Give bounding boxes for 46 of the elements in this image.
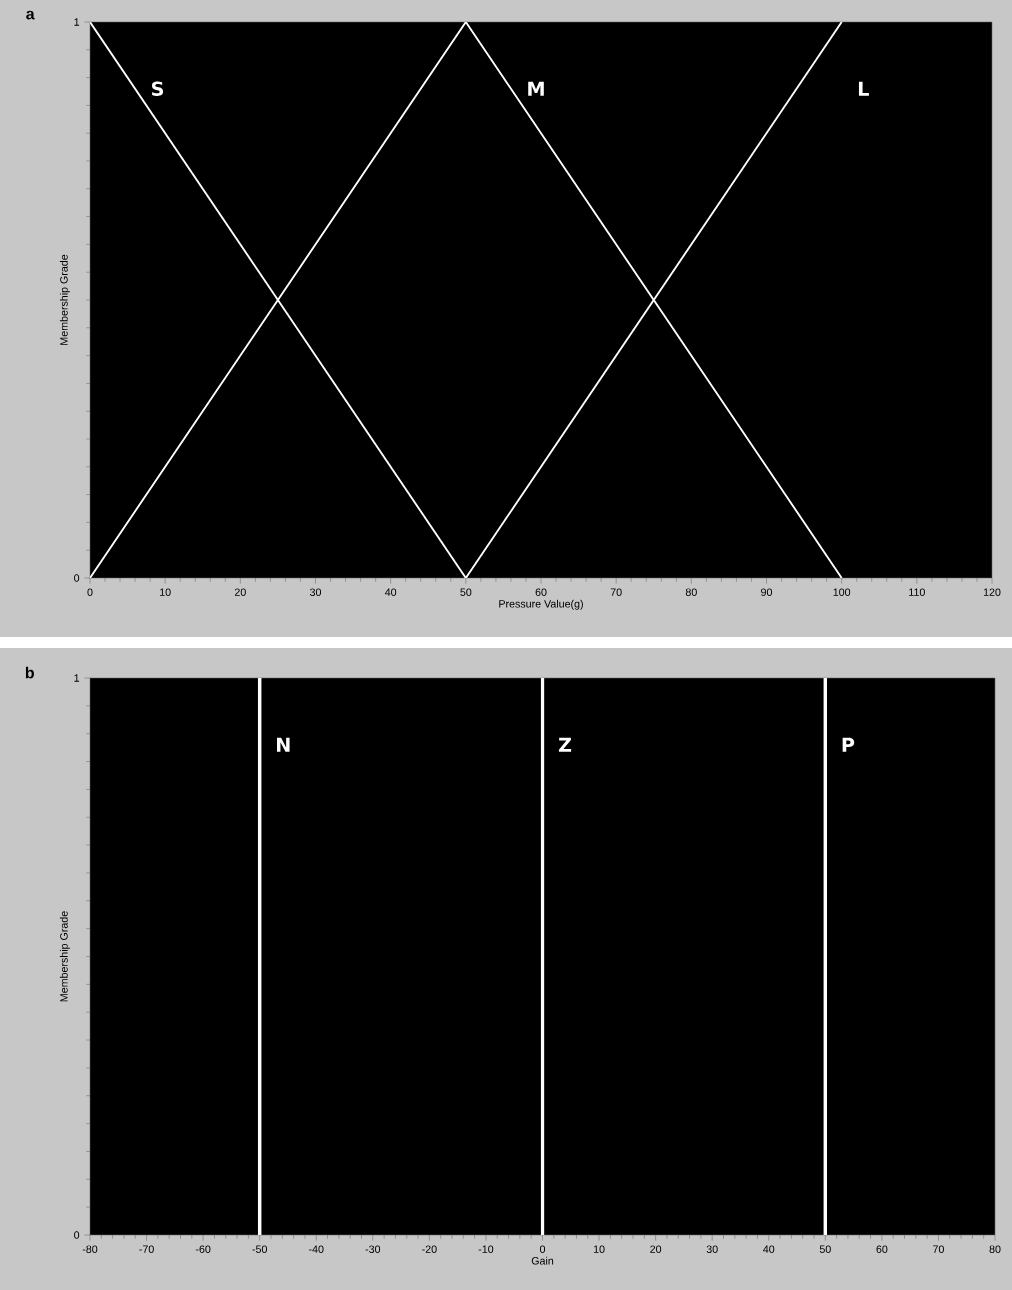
x-tick-label: 40 xyxy=(384,588,397,596)
y-tick-label: 1 xyxy=(74,18,80,26)
chart-title: a xyxy=(26,10,35,20)
x-tick-label: -10 xyxy=(478,1245,494,1253)
series-label: M xyxy=(528,81,544,96)
x-axis-title: Pressure Value(g) xyxy=(499,599,583,610)
x-tick-label: 50 xyxy=(460,588,472,596)
ref-line-label: P xyxy=(842,737,855,752)
ref-line-label: Z xyxy=(558,737,572,752)
x-tick-label: -50 xyxy=(252,1245,267,1253)
x-tick-label: -20 xyxy=(422,1245,437,1253)
x-tick-label: 90 xyxy=(761,588,773,596)
y-axis-title: Membership Grade xyxy=(59,254,70,345)
x-tick-label: 20 xyxy=(234,588,246,596)
x-tick-label: 0 xyxy=(87,588,93,596)
y-tick-label: 0 xyxy=(74,1231,80,1239)
chart-title: b xyxy=(25,666,34,679)
text: L xyxy=(858,81,869,96)
y-tick-label: 1 xyxy=(74,674,80,682)
y-tick-label: 0 xyxy=(74,574,80,582)
x-tick-label: -70 xyxy=(139,1245,154,1253)
ref-line-label: N xyxy=(277,737,290,752)
x-tick-label: 70 xyxy=(610,588,622,596)
x-tick-label: 80 xyxy=(685,588,697,596)
x-tick-label: 30 xyxy=(706,1245,718,1253)
x-tick-label: 50 xyxy=(819,1245,831,1253)
x-tick-label: -40 xyxy=(309,1245,324,1253)
x-tick-label: 10 xyxy=(160,588,171,596)
y-axis-title: Membership Grade xyxy=(59,911,70,1002)
series-label: S xyxy=(152,81,164,96)
x-tick-label: 60 xyxy=(876,1245,888,1253)
x-tick-label: -30 xyxy=(365,1245,381,1253)
x-tick-label: 0 xyxy=(539,1245,546,1253)
x-tick-label: 100 xyxy=(833,588,851,596)
x-tick-label: 70 xyxy=(933,1245,944,1253)
x-tick-label: 60 xyxy=(535,588,547,596)
x-tick-label: 30 xyxy=(309,588,322,596)
x-tick-label: 10 xyxy=(593,1245,605,1253)
x-tick-label: 40 xyxy=(763,1245,775,1253)
x-tick-label: 80 xyxy=(989,1245,1001,1253)
x-axis-title: Gain xyxy=(531,1256,554,1265)
x-tick-label: 120 xyxy=(983,588,1001,596)
x-tick-label: 110 xyxy=(909,588,925,596)
x-tick-label: -80 xyxy=(82,1245,98,1253)
x-tick-label: 20 xyxy=(650,1245,662,1253)
x-tick-label: -60 xyxy=(195,1245,211,1253)
